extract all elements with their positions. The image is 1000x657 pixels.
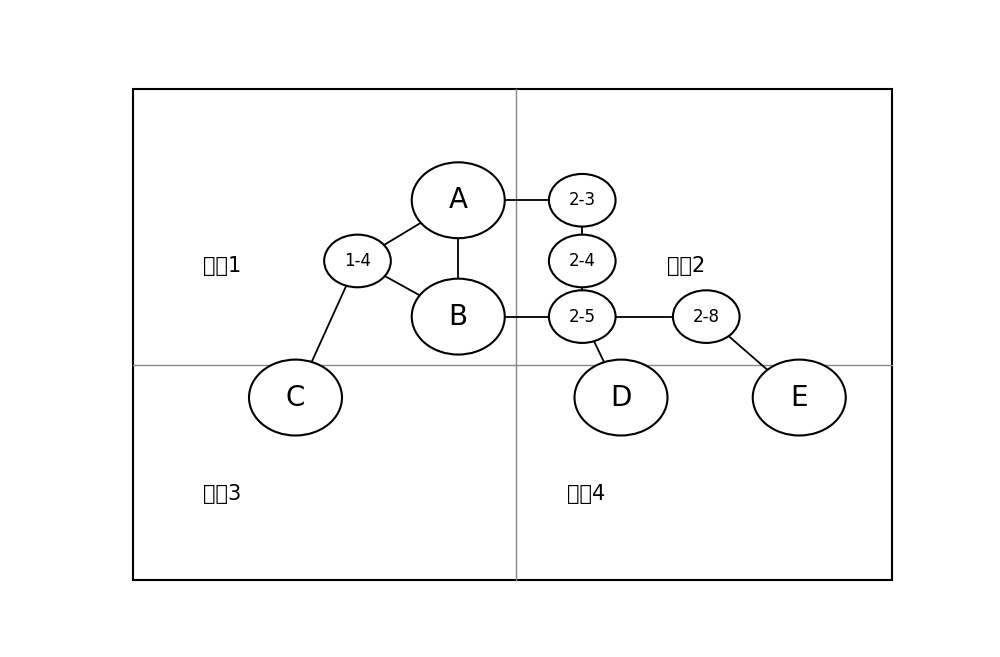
Text: E: E bbox=[790, 384, 808, 411]
Ellipse shape bbox=[249, 359, 342, 436]
Text: 1-4: 1-4 bbox=[344, 252, 371, 270]
Ellipse shape bbox=[549, 174, 616, 227]
Text: D: D bbox=[610, 384, 632, 411]
Text: A: A bbox=[449, 186, 468, 214]
Text: 区块3: 区块3 bbox=[202, 484, 241, 504]
Text: 2-4: 2-4 bbox=[569, 252, 596, 270]
Ellipse shape bbox=[753, 359, 846, 436]
Ellipse shape bbox=[574, 359, 668, 436]
Text: 区块1: 区块1 bbox=[202, 256, 241, 276]
Text: B: B bbox=[449, 303, 468, 330]
Ellipse shape bbox=[549, 290, 616, 343]
Text: 区块2: 区块2 bbox=[668, 256, 706, 276]
Text: 区块4: 区块4 bbox=[567, 484, 605, 504]
Text: 2-8: 2-8 bbox=[693, 307, 720, 326]
Text: C: C bbox=[286, 384, 305, 411]
Ellipse shape bbox=[549, 235, 616, 287]
Ellipse shape bbox=[412, 162, 505, 238]
Text: 2-3: 2-3 bbox=[569, 191, 596, 209]
Text: 2-5: 2-5 bbox=[569, 307, 596, 326]
Ellipse shape bbox=[324, 235, 391, 287]
Ellipse shape bbox=[412, 279, 505, 355]
Ellipse shape bbox=[673, 290, 740, 343]
